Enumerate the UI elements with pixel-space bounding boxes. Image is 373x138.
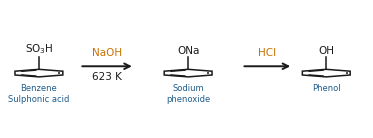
Text: ONa: ONa [177, 46, 199, 56]
Text: OH: OH [318, 46, 334, 56]
Text: NaOH: NaOH [92, 48, 122, 58]
Text: 623 K: 623 K [92, 72, 122, 82]
Text: HCl: HCl [258, 48, 276, 58]
Text: Benzene
Sulphonic acid: Benzene Sulphonic acid [8, 84, 70, 104]
Text: Sodium
phenoxide: Sodium phenoxide [166, 84, 210, 104]
Text: Phenol: Phenol [312, 84, 341, 93]
Text: SO$_3$H: SO$_3$H [25, 42, 53, 56]
